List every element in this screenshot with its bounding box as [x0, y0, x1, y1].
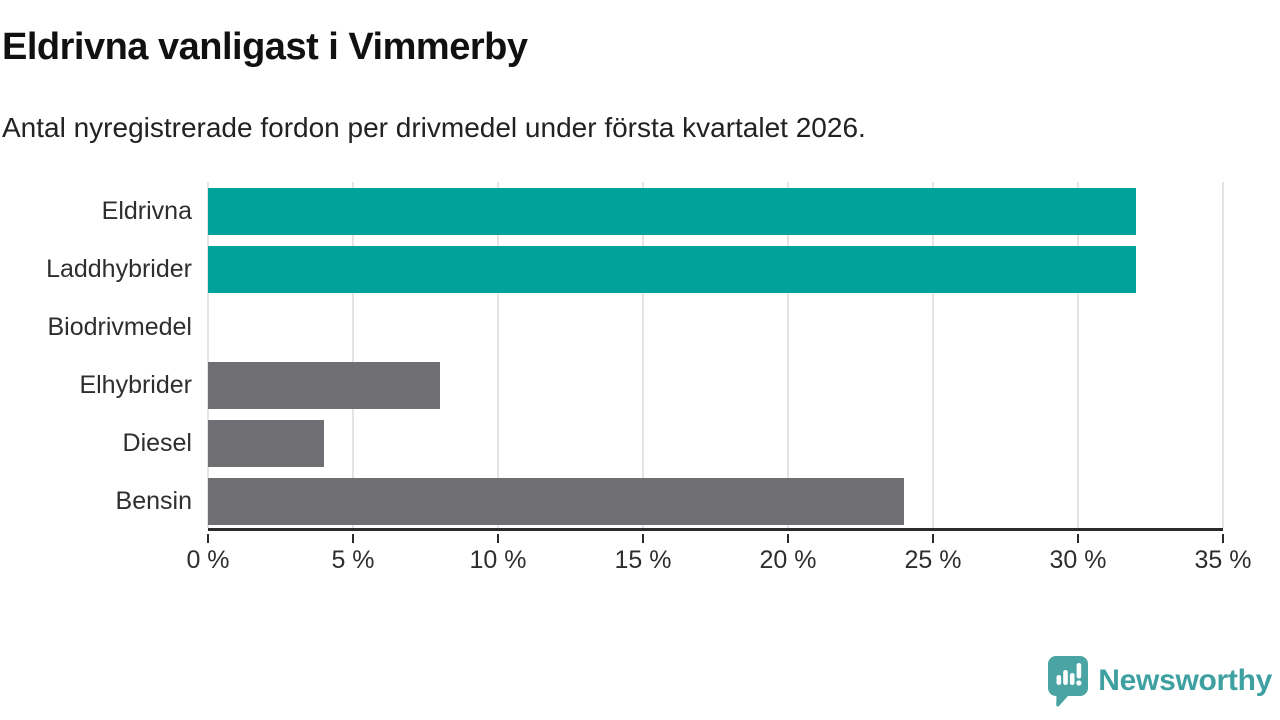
category-label: Elhybrider — [79, 371, 192, 400]
chart-title: Eldrivna vanligast i Vimmerby — [2, 26, 528, 68]
newsworthy-bubble-chart-icon — [1048, 656, 1089, 707]
gridline — [497, 182, 499, 528]
category-label: Eldrivna — [101, 196, 192, 225]
bar-row — [208, 415, 1223, 473]
x-axis-tick-label: 10 % — [469, 546, 527, 574]
category-label: Laddhybrider — [46, 254, 192, 283]
x-axis-tick-label: 0 % — [186, 546, 230, 574]
bar-row — [208, 240, 1223, 298]
bar — [208, 187, 1136, 235]
bar-chart: Eldrivna Laddhybrider Biodrivmedel Elhybrid… — [0, 182, 1280, 602]
category-label: Biodrivmedel — [47, 312, 192, 341]
newsworthy-logo: Newsworthy — [1046, 654, 1272, 708]
chart-subtitle: Antal nyregistrerade fordon per drivmede… — [2, 112, 866, 143]
category-label: Diesel — [122, 429, 192, 458]
x-axis-tick-label: 25 % — [904, 546, 962, 574]
bar-row — [208, 182, 1223, 240]
bar — [208, 478, 904, 526]
category-axis: Eldrivna Laddhybrider Biodrivmedel Elhybrid… — [0, 182, 192, 531]
x-axis-tick — [787, 534, 789, 543]
x-axis-tick-label: 30 % — [1049, 546, 1107, 574]
x-axis-tick — [207, 534, 209, 543]
x-axis-tick — [642, 534, 644, 543]
gridline — [932, 182, 934, 528]
gridline — [642, 182, 644, 528]
x-axis-tick-label: 15 % — [614, 546, 672, 574]
gridline — [1077, 182, 1079, 528]
x-axis-tick — [352, 534, 354, 543]
x-axis-tick — [932, 534, 934, 543]
bar — [208, 420, 324, 468]
bar — [208, 245, 1136, 293]
bar-row — [208, 356, 1223, 414]
gridline — [1222, 182, 1224, 528]
x-axis-tick — [497, 534, 499, 543]
bar-row — [208, 473, 1223, 531]
plot-area: 0 % 5 % 10 % 15 % 20 % 25 % 30 % 35 % — [186, 182, 1251, 574]
gridline — [207, 182, 209, 528]
bar-row — [208, 298, 1223, 356]
x-axis-tick — [1077, 534, 1079, 543]
x-axis-tick-label: 20 % — [759, 546, 817, 574]
bar — [208, 361, 440, 409]
x-axis-tick-label: 5 % — [331, 546, 375, 574]
newsworthy-logo-text: Newsworthy — [1098, 664, 1272, 697]
gridline — [787, 182, 789, 528]
category-label: Bensin — [115, 487, 192, 516]
x-axis-tick-label: 35 % — [1194, 546, 1252, 574]
gridline — [352, 182, 354, 528]
x-axis-tick — [1222, 534, 1224, 543]
